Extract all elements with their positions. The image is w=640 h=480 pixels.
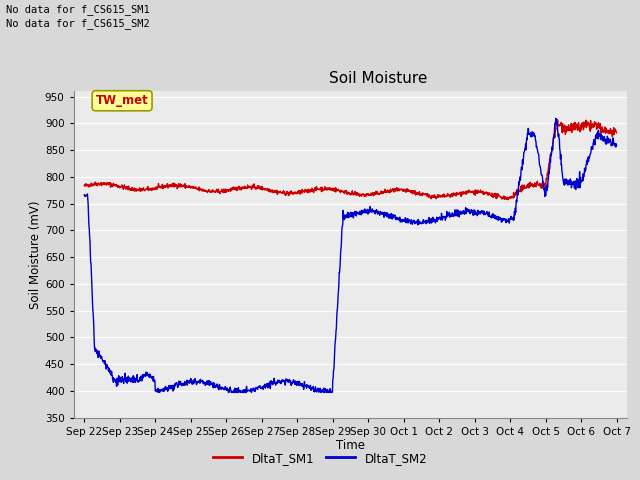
Text: TW_met: TW_met [96, 94, 148, 107]
Text: No data for f_CS615_SM1: No data for f_CS615_SM1 [6, 4, 150, 15]
Text: No data for f_CS615_SM2: No data for f_CS615_SM2 [6, 18, 150, 29]
Legend: DltaT_SM1, DltaT_SM2: DltaT_SM1, DltaT_SM2 [208, 447, 432, 469]
X-axis label: Time: Time [336, 439, 365, 453]
Title: Soil Moisture: Soil Moisture [329, 71, 428, 86]
Y-axis label: Soil Moisture (mV): Soil Moisture (mV) [29, 200, 42, 309]
